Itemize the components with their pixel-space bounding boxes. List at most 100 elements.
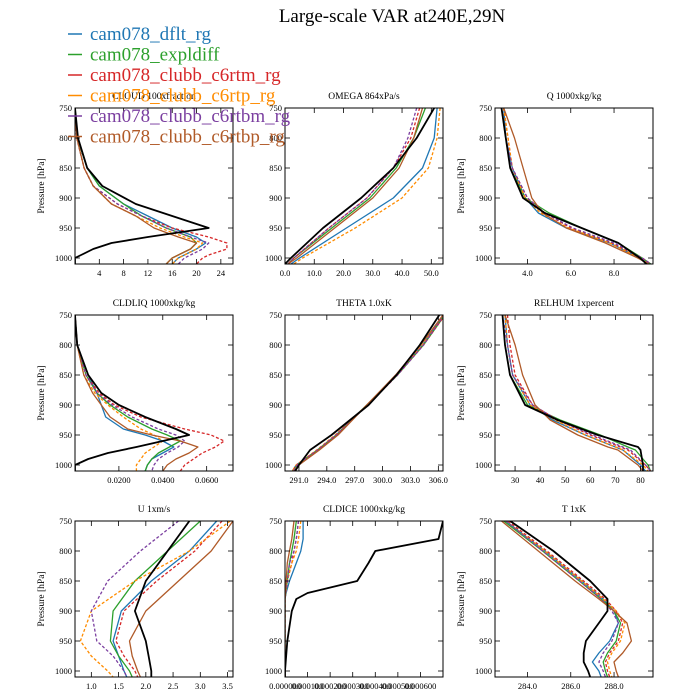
y-axis-label: Pressure [hPa] <box>37 365 47 420</box>
legend-item: cam078_expldiff <box>68 45 220 66</box>
x-tick-label: 8.0 <box>609 268 620 278</box>
y-tick-label: 750 <box>59 516 72 526</box>
legend-item: cam078_clubb_c6rtm_rg <box>68 65 281 86</box>
x-tick-label: 1.5 <box>113 681 124 691</box>
x-tick-label: 0.000500 <box>382 681 414 691</box>
y-tick-label: 750 <box>479 310 492 320</box>
series-line-cam078_clubb_c6rtp_rg <box>505 521 626 677</box>
panel-title: CLDICE 1000xkg/kg <box>323 505 405 515</box>
y-tick-label: 850 <box>269 163 282 173</box>
y-tick-label: 850 <box>479 163 492 173</box>
legend-label: cam078_clubb_c6rtm_rg <box>90 65 281 86</box>
series-line-cam078_clubb_c6rtbp_rg <box>75 315 199 471</box>
y-tick-label: 950 <box>59 430 72 440</box>
series-line-cam078_clubb_c6rtbp_rg <box>501 521 633 677</box>
panel-title: CLOUD 100xfraction <box>112 91 196 102</box>
panel-9: T 1xK Pressure [hPa] 750 800 850 900 950 1000 28… <box>457 505 654 691</box>
x-tick-label: 0.000000 <box>269 681 301 691</box>
y-tick-label: 900 <box>479 400 492 410</box>
legend-item: cam078_clubb_c6rtbp_rg <box>68 127 285 148</box>
x-tick-label: 3.5 <box>222 681 233 691</box>
series-line-cam078_clubb_c6rtp_rg <box>291 315 443 471</box>
x-tick-label: 16 <box>168 268 177 278</box>
x-tick-label: 24 <box>217 268 226 278</box>
x-tick-label: 30.0 <box>365 268 380 278</box>
y-tick-label: 1000 <box>55 460 72 470</box>
panel-1: CLOUD 100xfraction Pressure [hPa] 750 800 85… <box>37 91 234 278</box>
x-tick-label: 0.000400 <box>359 681 391 691</box>
y-tick-label: 800 <box>59 546 72 556</box>
y-tick-label: 1000 <box>475 460 492 470</box>
x-tick-label: 3.0 <box>195 681 206 691</box>
y-tick-label: 1000 <box>475 253 492 263</box>
series-line-cam078_clubb_c6rtbm_rg <box>500 108 652 264</box>
panel-title: OMEGA 864xPa/s <box>328 92 400 102</box>
y-axis-label: Pressure [hPa] <box>37 158 47 213</box>
y-tick-label: 950 <box>59 223 72 233</box>
series-line-cam078_expldiff <box>291 316 443 471</box>
x-tick-label: 303.0 <box>401 475 420 485</box>
panels: CLOUD 100xfraction Pressure [hPa] 750 800 85… <box>37 91 654 691</box>
x-tick-label: 0.0600 <box>195 475 218 485</box>
series-line-cam078_dflt_rg <box>503 108 650 264</box>
series-group <box>285 108 441 264</box>
x-tick-label: 2.5 <box>168 681 179 691</box>
series-line-cam078_clubb_c6rtbm_rg <box>90 521 179 677</box>
y-tick-label: 950 <box>479 636 492 646</box>
legend-item: cam078_clubb_c6rtp_rg <box>68 86 276 107</box>
series-group <box>79 521 233 677</box>
y-tick-label: 850 <box>269 576 282 586</box>
y-tick-label: 750 <box>479 516 492 526</box>
y-tick-label: 1000 <box>265 460 282 470</box>
panel-3: Q 1000xkg/kg Pressure [hPa] 750 800 850 900 95… <box>457 92 654 278</box>
y-tick-label: 850 <box>59 576 72 586</box>
y-tick-label: 1000 <box>55 666 72 676</box>
x-tick-label: 4 <box>97 268 102 278</box>
x-tick-label: 10.0 <box>307 268 322 278</box>
x-tick-label: 1.0 <box>86 681 97 691</box>
x-tick-label: 288.0 <box>604 681 623 691</box>
legend-label: cam078_clubb_c6rtbm_rg <box>90 106 291 127</box>
panel-5: THETA 1.0xK 750 800 850 900 950 1000 291.0 294.0… <box>265 299 448 485</box>
y-tick-label: 1000 <box>475 666 492 676</box>
series-line-cam078_clubb_c6rtbm_rg <box>287 108 418 264</box>
series-group <box>75 315 225 471</box>
y-tick-label: 750 <box>59 103 72 113</box>
x-tick-label: 80 <box>636 475 645 485</box>
series-line-reference <box>509 521 609 677</box>
y-tick-label: 900 <box>269 606 282 616</box>
series-line-cam078_clubb_c6rtm_rg <box>503 108 652 264</box>
series-line-cam078_clubb_c6rtbp_rg <box>503 108 650 264</box>
y-tick-label: 900 <box>269 400 282 410</box>
legend-label: cam078_clubb_c6rtp_rg <box>90 86 276 107</box>
panel-4: CLDLIQ 1000xkg/kg Pressure [hPa] 750 800 850… <box>37 299 234 485</box>
y-tick-label: 800 <box>269 133 282 143</box>
x-tick-label: 50 <box>561 475 570 485</box>
series-line-cam078_clubb_c6rtm_rg <box>115 521 223 677</box>
x-tick-label: 12 <box>144 268 153 278</box>
legend-item: cam078_dflt_rg <box>68 24 212 45</box>
legend-item: cam078_clubb_c6rtbm_rg <box>68 106 291 127</box>
x-tick-label: 300.0 <box>373 475 392 485</box>
y-tick-label: 850 <box>269 370 282 380</box>
y-tick-label: 900 <box>59 193 72 203</box>
y-tick-label: 850 <box>59 163 72 173</box>
series-line-cam078_clubb_c6rtm_rg <box>507 521 624 677</box>
y-tick-label: 800 <box>269 546 282 556</box>
x-tick-label: 294.0 <box>317 475 336 485</box>
series-group <box>500 108 652 264</box>
series-line-cam078_expldiff <box>75 315 181 471</box>
series-line-cam078_clubb_c6rtm_rg <box>287 108 421 264</box>
series-line-cam078_clubb_c6rtp_rg <box>504 315 649 471</box>
x-tick-label: 0.0400 <box>151 475 174 485</box>
plot-frame <box>494 107 654 265</box>
x-tick-label: 306.0 <box>429 475 448 485</box>
panel-8: CLDICE 1000xkg/kg 750 800 850 900 950 1000 0.00… <box>265 505 444 691</box>
series-line-cam078_clubb_c6rtbm_rg <box>285 521 300 677</box>
series-line-cam078_dflt_rg <box>112 521 218 677</box>
y-tick-label: 900 <box>59 400 72 410</box>
series-line-reference <box>133 521 191 677</box>
x-tick-label: 40 <box>536 475 545 485</box>
legend: cam078_dflt_rgcam078_expldiffcam078_club… <box>68 24 291 148</box>
series-line-cam078_dflt_rg <box>290 108 438 264</box>
